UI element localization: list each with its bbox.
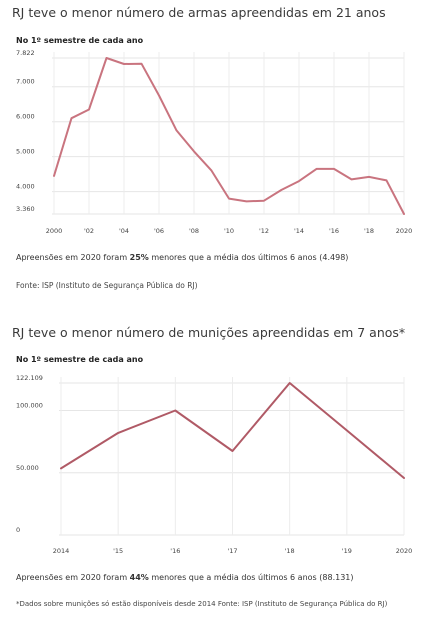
chart1-subtitle: No 1º semestre de cada ano (16, 36, 144, 45)
chart1-xtick-label: '14 (294, 227, 304, 235)
chart2-ytick-label: 50.000 (16, 464, 39, 472)
chart1-ytick-label: 3.360 (16, 205, 35, 213)
chart1-xtick-label: '12 (259, 227, 269, 235)
chart1-note: Apreensões em 2020 foram 25% menores que… (16, 253, 348, 262)
chart2-plot: 122.109 100.000 50.000 0 2014 '15 '16 '17 '18 '19… (16, 374, 413, 555)
chart2-xtick-label: '16 (170, 547, 180, 555)
chart1-ytick-label: 5.000 (16, 148, 35, 156)
chart2-series-line (60, 382, 405, 479)
chart1-xtick-label: 2020 (396, 227, 413, 235)
chart2-note-text-end: menores que a média dos últimos 6 anos (… (148, 573, 354, 582)
chart2-source: *Dados sobre munições só estão disponíve… (16, 600, 388, 608)
chart1-note-bold: 25% (129, 253, 149, 262)
chart1-note-text-end: menores que a média dos últimos 6 anos (… (148, 253, 349, 262)
chart1-xtick-label: '10 (224, 227, 234, 235)
chart2-title: RJ teve o menor número de munições apree… (12, 325, 406, 340)
chart1-xtick-label: '18 (364, 227, 374, 235)
chart2-ytick-label: 0 (16, 526, 20, 534)
chart1-ytick-label: 7.000 (16, 78, 35, 86)
chart1-title: RJ teve o menor número de armas apreendi… (12, 5, 386, 20)
chart1-plot: 7.822 7.000 6.000 5.000 4.000 3.360 2000 '02 '04… (16, 49, 413, 235)
chart1-ytick-label: 4.000 (16, 183, 35, 191)
chart1-source: Fonte: ISP (Instituto de Segurança Públi… (16, 281, 198, 290)
chart1-ytick-label: 6.000 (16, 113, 35, 121)
chart2-xtick-label: '17 (227, 547, 237, 555)
chart2-note: Apreensões em 2020 foram 44% menores que… (16, 573, 354, 582)
chart2-xtick-label: '19 (342, 547, 352, 555)
chart1-xtick-label: '16 (329, 227, 339, 235)
chart1-xtick-label: '06 (154, 227, 164, 235)
chart1-xtick-label: 2000 (46, 227, 63, 235)
chart2-ytick-label: 122.109 (16, 374, 43, 382)
chart1-xtick-label: '08 (189, 227, 199, 235)
chart1-series-line (53, 57, 405, 215)
chart1-note-text: Apreensões em 2020 foram (16, 253, 130, 262)
chart2-xtick-label: '18 (285, 547, 295, 555)
chart1-xtick-label: '04 (119, 227, 129, 235)
chart1-xtick-label: '02 (84, 227, 94, 235)
chart2-xtick-label: 2020 (396, 547, 413, 555)
chart2-ytick-label: 100.000 (16, 402, 43, 410)
chart2-note-bold: 44% (129, 573, 149, 582)
chart2-xtick-label: 2014 (53, 547, 70, 555)
chart2-note-text: Apreensões em 2020 foram (16, 573, 130, 582)
chart1-ytick-label: 7.822 (16, 49, 35, 57)
chart2-subtitle: No 1º semestre de cada ano (16, 355, 144, 364)
chart2-xtick-label: '15 (113, 547, 123, 555)
